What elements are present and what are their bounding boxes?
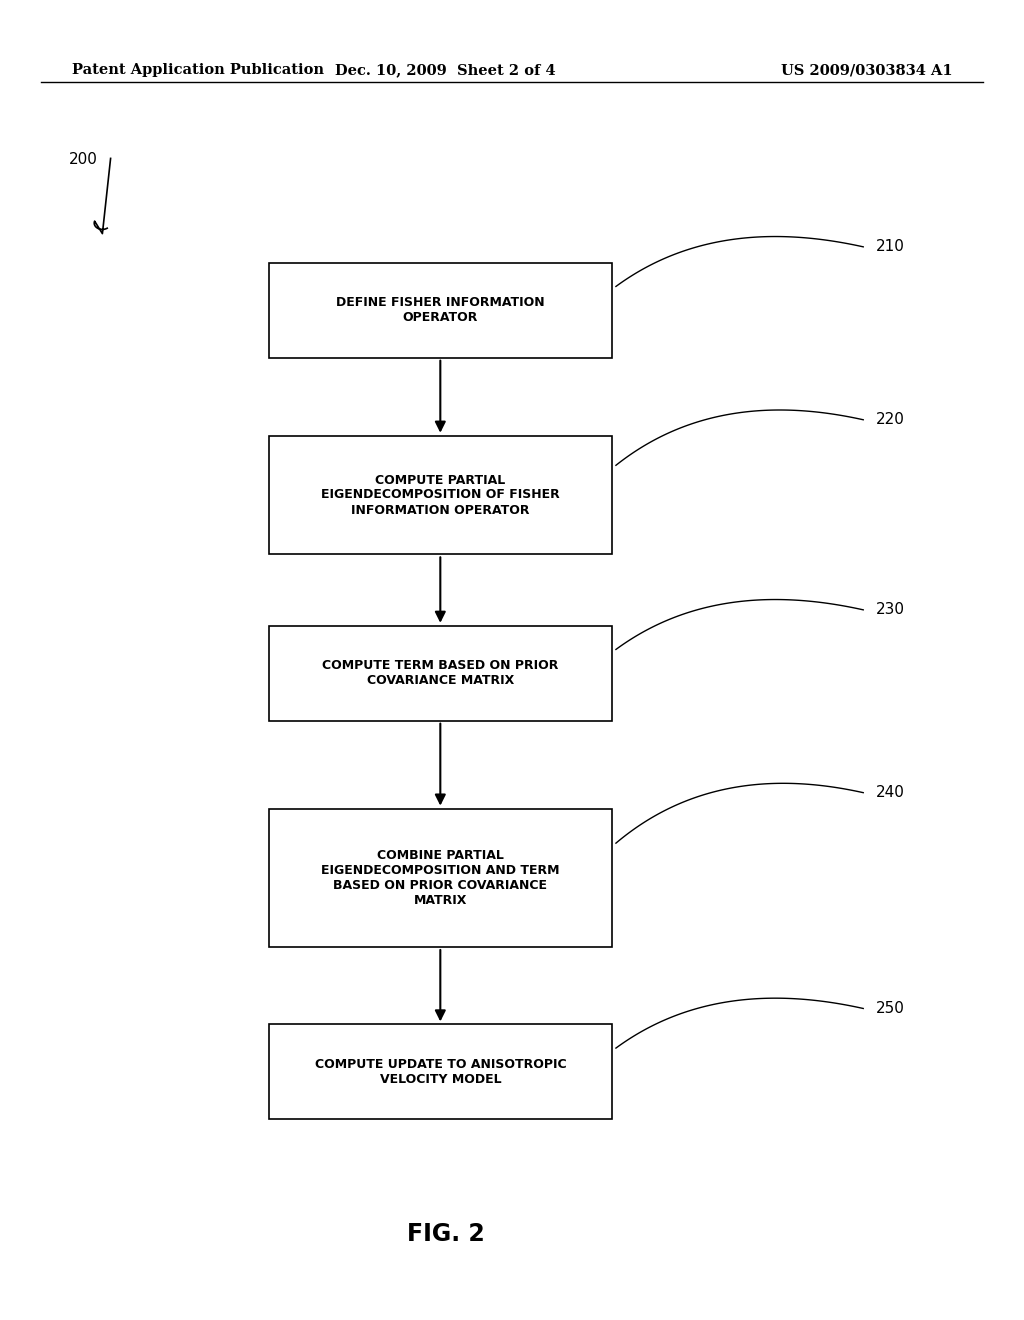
Text: 220: 220 bbox=[876, 412, 904, 428]
Text: 250: 250 bbox=[876, 1001, 904, 1016]
Text: Dec. 10, 2009  Sheet 2 of 4: Dec. 10, 2009 Sheet 2 of 4 bbox=[335, 63, 556, 78]
FancyBboxPatch shape bbox=[268, 1024, 611, 1119]
FancyBboxPatch shape bbox=[268, 436, 611, 554]
Text: COMPUTE TERM BASED ON PRIOR
COVARIANCE MATRIX: COMPUTE TERM BASED ON PRIOR COVARIANCE M… bbox=[323, 659, 558, 688]
Text: COMPUTE PARTIAL
EIGENDECOMPOSITION OF FISHER
INFORMATION OPERATOR: COMPUTE PARTIAL EIGENDECOMPOSITION OF FI… bbox=[321, 474, 560, 516]
Text: 210: 210 bbox=[876, 239, 904, 255]
Text: COMBINE PARTIAL
EIGENDECOMPOSITION AND TERM
BASED ON PRIOR COVARIANCE
MATRIX: COMBINE PARTIAL EIGENDECOMPOSITION AND T… bbox=[322, 849, 559, 907]
Text: 240: 240 bbox=[876, 785, 904, 800]
Text: US 2009/0303834 A1: US 2009/0303834 A1 bbox=[780, 63, 952, 78]
Text: FIG. 2: FIG. 2 bbox=[407, 1222, 484, 1246]
Text: 200: 200 bbox=[69, 152, 97, 166]
Text: 230: 230 bbox=[876, 602, 904, 618]
FancyBboxPatch shape bbox=[268, 808, 611, 948]
Text: COMPUTE UPDATE TO ANISOTROPIC
VELOCITY MODEL: COMPUTE UPDATE TO ANISOTROPIC VELOCITY M… bbox=[314, 1057, 566, 1086]
Text: DEFINE FISHER INFORMATION
OPERATOR: DEFINE FISHER INFORMATION OPERATOR bbox=[336, 296, 545, 325]
Text: Patent Application Publication: Patent Application Publication bbox=[72, 63, 324, 78]
FancyBboxPatch shape bbox=[268, 626, 611, 721]
FancyBboxPatch shape bbox=[268, 263, 611, 358]
